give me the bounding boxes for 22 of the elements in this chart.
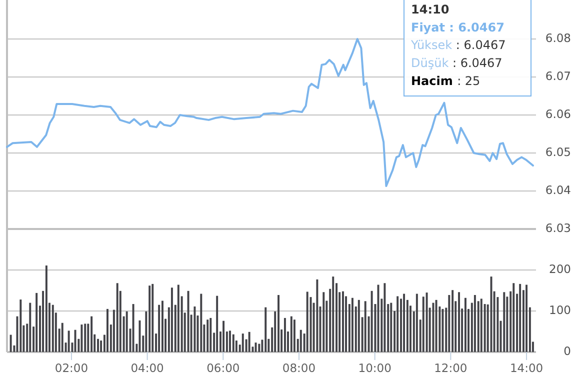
annotation: Fiyat : 6.0467 bbox=[411, 20, 504, 34]
y-tick-label: 0 bbox=[564, 344, 571, 358]
x-tick-label: 14:00 bbox=[510, 361, 544, 376]
annotation: Düşük : 6.0467 bbox=[411, 56, 502, 70]
x-tick-label: 10:00 bbox=[358, 361, 392, 376]
y-tick-label: 200 bbox=[549, 262, 571, 276]
y-tick-label: 6.07 bbox=[545, 69, 571, 84]
y-tick-label: 6.06 bbox=[545, 107, 571, 122]
line-series bbox=[6, 38, 534, 188]
y-tick-label: 100 bbox=[549, 303, 571, 318]
x-tick-label: 02:00 bbox=[54, 361, 88, 376]
x-tick-label: 08:00 bbox=[282, 361, 316, 376]
x-tick-label: 12:00 bbox=[434, 361, 468, 376]
y-tick-label: 6.08 bbox=[545, 31, 571, 46]
annotation: Yüksek : 6.0467 bbox=[410, 38, 506, 52]
y-tick-label: 6.04 bbox=[545, 183, 571, 198]
x-tick-label: 06:00 bbox=[206, 361, 240, 376]
y-tick-label: 6.05 bbox=[545, 145, 571, 160]
y-tick-label: 6.03 bbox=[545, 221, 571, 236]
annotation: Hacim : 25 bbox=[411, 74, 480, 88]
x-tick-label: 04:00 bbox=[130, 361, 164, 376]
annotation: 14:10 bbox=[411, 2, 450, 16]
